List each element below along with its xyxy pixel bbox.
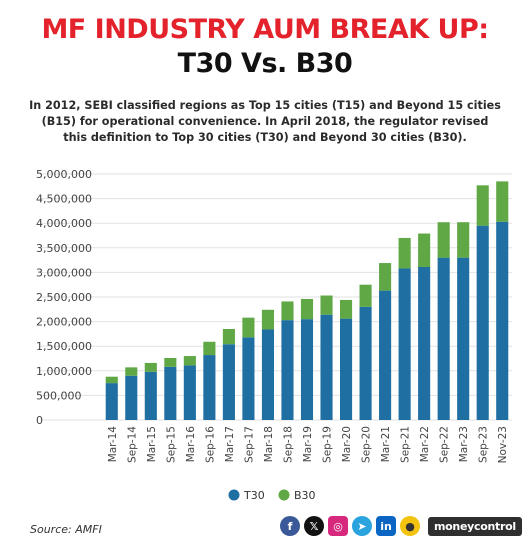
x-tick-label: Mar-19 — [302, 426, 314, 462]
y-tick-label: 3,500,000 — [36, 242, 92, 255]
bar-t30 — [183, 365, 196, 420]
x-tick-label: Mar-17 — [224, 426, 236, 462]
x-tick-label: Sep-18 — [282, 426, 294, 463]
bar-t30 — [105, 383, 118, 420]
x-tick-label: Mar-18 — [263, 426, 275, 462]
y-tick-label: 4,000,000 — [36, 217, 92, 230]
chart-title: MF INDUSTRY AUM BREAK UP: — [41, 14, 489, 45]
bar-b30 — [242, 317, 255, 338]
y-tick-label: 5,000,000 — [36, 168, 92, 181]
bar-b30 — [300, 298, 314, 320]
bar-b30 — [183, 356, 196, 366]
bar-t30 — [476, 225, 489, 420]
x-tick-label: Sep-19 — [322, 426, 334, 463]
bar-t30 — [144, 371, 157, 420]
brand-logo: moneycontrol — [428, 516, 522, 536]
x-icon[interactable]: 𝕏 — [304, 516, 324, 536]
facebook-icon[interactable]: f — [280, 516, 300, 536]
x-tick-label: Sep-14 — [126, 426, 138, 463]
chart-subtitle: In 2012, SEBI classified regions as Top … — [29, 99, 501, 144]
bar-t30 — [457, 257, 470, 420]
y-tick-label: 1,500,000 — [36, 340, 92, 353]
source-note: Source: AMFI — [30, 523, 102, 536]
bar-b30 — [144, 362, 157, 372]
social-links: f 𝕏 ◎ ➤ in ● moneycontrol — [280, 516, 522, 536]
bar-t30 — [379, 290, 392, 420]
bar-b30 — [457, 222, 470, 258]
x-tick-label: Sep-15 — [165, 426, 177, 463]
bar-t30 — [496, 221, 509, 420]
bar-b30 — [320, 295, 333, 315]
legend-label: T30 — [243, 489, 265, 502]
x-tick-label: Sep-16 — [204, 426, 216, 463]
bar-t30 — [398, 268, 411, 420]
bar-t30 — [164, 366, 177, 420]
bar-t30 — [281, 320, 294, 420]
bar-b30 — [359, 284, 372, 307]
x-tick-label: Nov-23 — [497, 426, 509, 463]
x-tick-label: Sep-23 — [478, 426, 490, 463]
bar-t30 — [261, 329, 275, 420]
y-tick-label: 0 — [36, 414, 43, 427]
y-tick-label: 2,000,000 — [36, 316, 92, 329]
y-tick-label: 2,500,000 — [36, 291, 92, 304]
x-tick-label: Mar-20 — [341, 426, 353, 462]
bar-b30 — [496, 181, 509, 222]
bar-b30 — [203, 341, 216, 356]
stacked-bar-chart: 5,000,000 4,500,000 4,000,000 3,500,000 3,00… — [36, 168, 512, 502]
y-tick-label: 3,000,000 — [36, 266, 92, 279]
instagram-icon[interactable]: ◎ — [328, 516, 348, 536]
y-tick-label: 4,500,000 — [36, 193, 92, 206]
x-tick-label: Mar-15 — [146, 426, 158, 462]
bar-b30 — [261, 309, 275, 330]
x-tick-label: Sep-22 — [439, 426, 451, 463]
bar-b30 — [105, 376, 118, 384]
telegram-icon[interactable]: ➤ — [352, 516, 372, 536]
bar-t30 — [418, 266, 431, 420]
bar-t30 — [359, 306, 372, 420]
linkedin-icon[interactable]: in — [376, 516, 396, 536]
x-tick-label: Sep-17 — [243, 426, 255, 463]
koo-icon[interactable]: ● — [400, 516, 420, 536]
bar-b30 — [476, 185, 489, 226]
x-tick-label: Sep-20 — [361, 426, 373, 463]
bar-t30 — [437, 257, 450, 420]
bar-t30 — [339, 318, 353, 420]
bar-t30 — [300, 319, 314, 420]
chart-title-second-line: T30 Vs. B30 — [177, 48, 353, 79]
y-tick-label: 500,000 — [36, 389, 82, 402]
bar-b30 — [398, 237, 411, 269]
x-tick-label: Mar-21 — [380, 426, 392, 462]
bar-t30 — [203, 355, 216, 420]
x-tick-label: Mar-14 — [107, 426, 119, 463]
x-tick-label: Mar-23 — [458, 426, 470, 462]
bar-b30 — [125, 367, 138, 376]
bar-b30 — [339, 299, 353, 319]
bar-t30 — [320, 314, 333, 420]
legend-label: B30 — [294, 489, 316, 502]
y-tick-label: 1,000,000 — [36, 365, 92, 378]
x-tick-label: Mar-16 — [185, 426, 197, 463]
legend-marker-b30 — [278, 489, 290, 501]
bar-b30 — [222, 328, 235, 345]
legend-marker-t30 — [228, 489, 240, 501]
bar-t30 — [125, 375, 138, 420]
bar-b30 — [437, 222, 450, 258]
bar-b30 — [379, 263, 392, 291]
bar-b30 — [281, 301, 294, 321]
x-tick-label: Sep-21 — [400, 426, 412, 463]
bar-b30 — [164, 358, 177, 367]
x-tick-label: Mar-22 — [419, 426, 431, 462]
bar-t30 — [222, 344, 235, 420]
bar-t30 — [242, 337, 255, 420]
bar-b30 — [418, 233, 431, 267]
